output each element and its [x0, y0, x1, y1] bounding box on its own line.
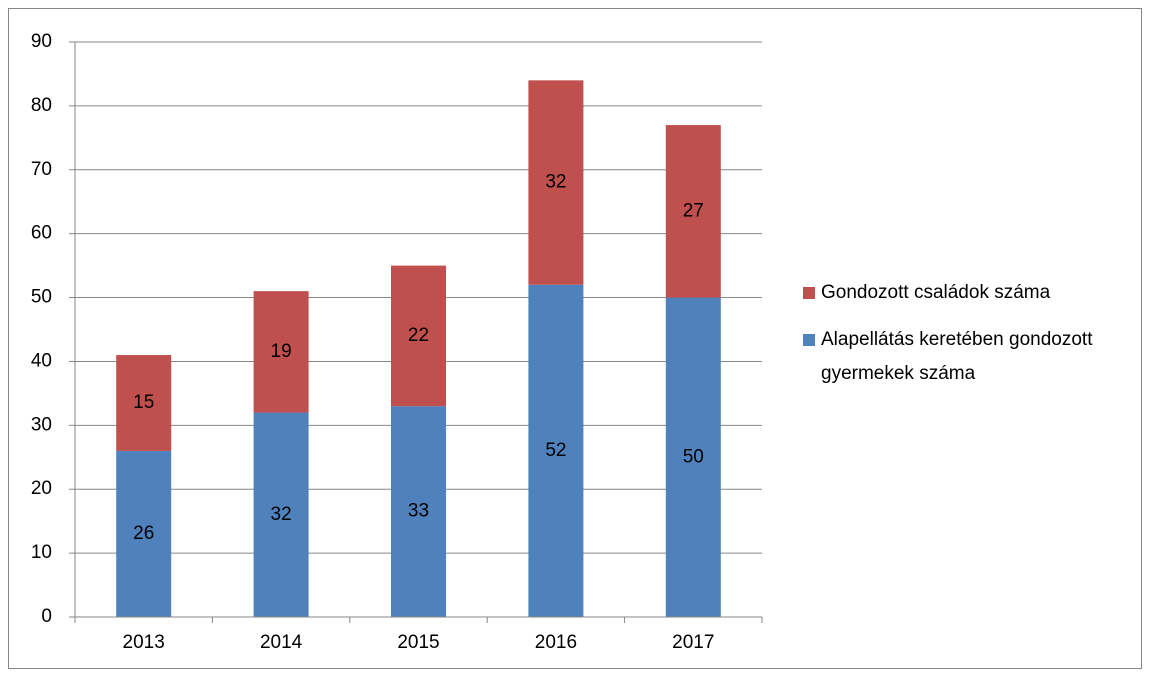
y-tick-label: 80 — [31, 95, 52, 116]
bar-segment — [116, 355, 172, 451]
legend-label: Alapellátás keretében gondozott gyermeke… — [821, 329, 1093, 384]
bar-segment — [116, 450, 172, 617]
data-label: 32 — [271, 504, 292, 525]
legend-swatch — [803, 334, 815, 346]
x-tick-label: 2014 — [260, 632, 303, 653]
legend: Gondozott családok száma Alapellátás kere… — [803, 276, 1133, 404]
data-label: 27 — [683, 200, 704, 221]
x-tick-label: 2016 — [535, 632, 577, 653]
bar-segment — [528, 284, 584, 617]
data-label: 52 — [545, 440, 566, 461]
bar-segment — [253, 412, 309, 617]
bar-segment — [253, 291, 309, 413]
y-tick-label: 50 — [31, 287, 52, 308]
legend-entry: Alapellátás keretében gondozott gyermeke… — [803, 323, 1133, 391]
data-label: 33 — [408, 501, 429, 522]
x-tick-label: 2013 — [123, 632, 165, 653]
data-label: 32 — [545, 172, 566, 193]
y-tick-label: 40 — [31, 350, 52, 371]
data-label: 15 — [133, 392, 154, 413]
bar-segment — [665, 297, 721, 617]
bar-segment — [391, 406, 446, 617]
chart-border — [8, 8, 1142, 669]
data-label: 22 — [408, 325, 429, 346]
y-tick-label: 70 — [31, 159, 52, 180]
y-tick-label: 60 — [31, 223, 52, 244]
data-label: 50 — [683, 446, 704, 467]
y-tick-label: 90 — [31, 31, 52, 52]
data-label: 26 — [133, 523, 154, 544]
legend-label: Gondozott családok száma — [821, 282, 1051, 303]
bar-segment — [391, 265, 446, 407]
bar-segment — [528, 80, 584, 285]
data-label: 19 — [271, 341, 292, 362]
y-tick-label: 30 — [31, 414, 52, 435]
legend-entry: Gondozott családok száma — [803, 276, 1133, 310]
x-tick-label: 2015 — [397, 632, 439, 653]
legend-swatch — [803, 287, 815, 299]
y-tick-label: 10 — [31, 542, 52, 563]
bar-segment — [665, 125, 721, 298]
y-tick-label: 0 — [41, 606, 52, 627]
y-tick-label: 20 — [31, 478, 52, 499]
x-tick-label: 2017 — [672, 632, 714, 653]
